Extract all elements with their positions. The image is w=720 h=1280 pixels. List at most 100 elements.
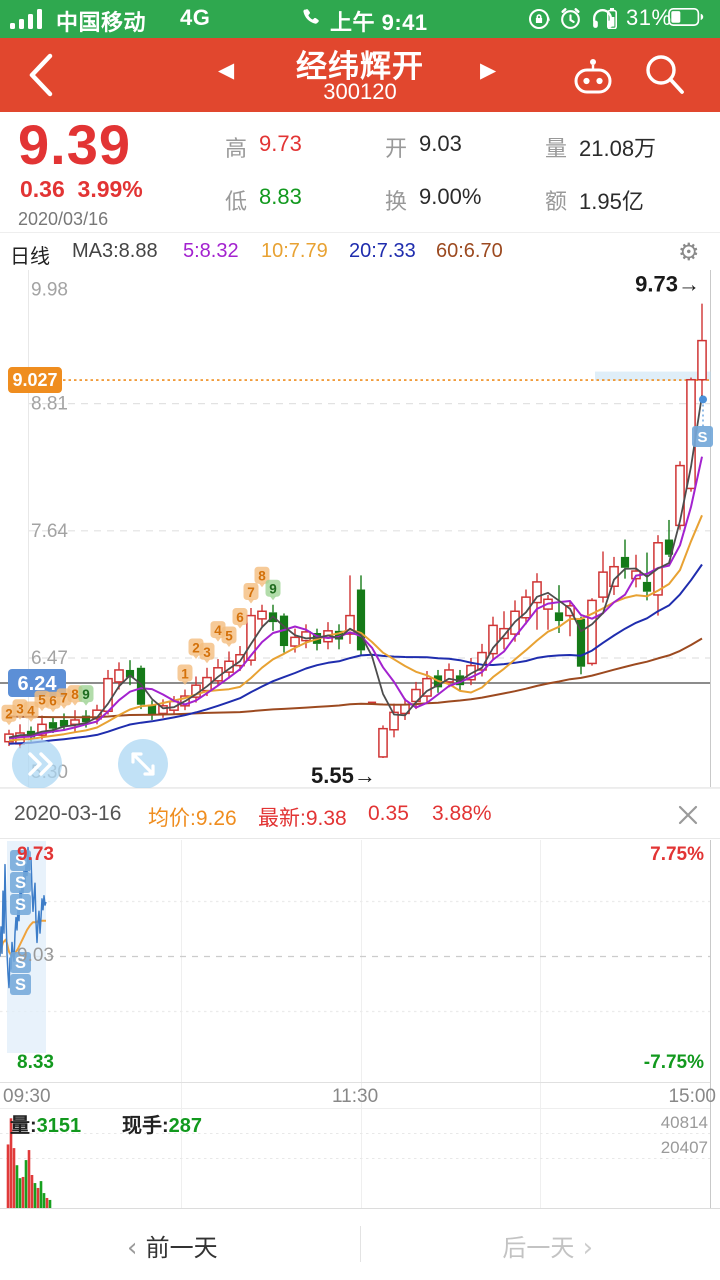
td-mark-label: 7 bbox=[247, 585, 255, 600]
gear-icon[interactable]: ⚙ bbox=[678, 238, 700, 266]
candle[interactable] bbox=[653, 535, 663, 616]
candle[interactable] bbox=[125, 660, 135, 686]
candle[interactable] bbox=[235, 646, 245, 672]
candle[interactable] bbox=[598, 551, 608, 603]
candle-body bbox=[257, 610, 267, 620]
candle-body bbox=[114, 669, 124, 683]
candle[interactable] bbox=[334, 624, 344, 650]
volume-value: 3151 bbox=[36, 1115, 82, 1137]
td-mark-tail bbox=[17, 715, 23, 720]
candle[interactable] bbox=[279, 613, 289, 653]
td-mark-tail bbox=[72, 701, 78, 706]
base-price-badge bbox=[8, 669, 66, 698]
battery-percent-label: 31% bbox=[626, 5, 672, 30]
volume-bar bbox=[6, 1144, 10, 1208]
volume-bar bbox=[21, 1176, 25, 1208]
intraday-date: 2020-03-16 bbox=[14, 802, 122, 825]
candle[interactable] bbox=[37, 715, 47, 740]
td-mark-badge bbox=[243, 582, 259, 600]
candle[interactable] bbox=[543, 594, 553, 630]
td-mark: 3 bbox=[199, 642, 215, 664]
candle[interactable] bbox=[609, 556, 619, 595]
ma5-line bbox=[8, 456, 703, 740]
candle[interactable] bbox=[664, 519, 674, 557]
volume-bar bbox=[39, 1181, 43, 1208]
prev-day-label: 前一天 bbox=[145, 1235, 218, 1262]
latest-price-value: 9.38 bbox=[305, 807, 347, 830]
candle[interactable] bbox=[378, 725, 388, 759]
candle-body bbox=[488, 624, 498, 655]
candle-body bbox=[389, 711, 399, 731]
td-mark-tail bbox=[50, 708, 56, 713]
prev-close-badge-label: 9.027 bbox=[12, 370, 57, 390]
candle[interactable] bbox=[587, 598, 597, 666]
expand-chart-button[interactable] bbox=[118, 739, 168, 788]
candle[interactable] bbox=[257, 604, 267, 627]
candle[interactable] bbox=[114, 662, 124, 690]
quote-date: 2020/03/16 bbox=[18, 209, 109, 229]
volume-bar bbox=[12, 1148, 16, 1208]
td-mark-label: 2 bbox=[192, 640, 200, 655]
y-tick-label: 9.98 bbox=[31, 279, 68, 300]
divider bbox=[360, 1226, 361, 1262]
prev-stock-triangle-icon[interactable]: ◀ bbox=[218, 59, 235, 82]
jump-to-latest-button[interactable] bbox=[12, 739, 62, 788]
candle-body bbox=[576, 618, 586, 667]
candle[interactable] bbox=[345, 575, 355, 644]
stat-value-amount: 1.95亿 bbox=[579, 189, 644, 214]
candle-body bbox=[642, 581, 652, 592]
candle[interactable] bbox=[147, 700, 157, 720]
back-chevron-icon[interactable] bbox=[26, 52, 54, 98]
candle[interactable] bbox=[697, 303, 707, 402]
close-icon[interactable] bbox=[676, 803, 700, 827]
stock-code: 300120 bbox=[323, 79, 397, 104]
intraday-low-pct-label: -7.75% bbox=[643, 1052, 704, 1073]
stat-value-turnover: 9.00% bbox=[419, 184, 482, 209]
sell-badge-box bbox=[10, 850, 31, 871]
candle[interactable] bbox=[499, 611, 509, 650]
phone-icon bbox=[303, 9, 319, 24]
sell-badge-label: S bbox=[15, 954, 26, 972]
candle[interactable] bbox=[213, 659, 223, 687]
period-tab-daily[interactable]: 日线 bbox=[10, 246, 50, 268]
next-stock-triangle-icon[interactable]: ▶ bbox=[480, 59, 497, 82]
td-mark: 7 bbox=[243, 582, 259, 604]
robot-icon[interactable] bbox=[567, 49, 619, 101]
next-day-label: 后一天 bbox=[502, 1235, 575, 1262]
sell-badge-label: S bbox=[15, 976, 26, 994]
candle-body bbox=[499, 627, 509, 640]
prev-day-button[interactable]: ‹ 前一天 bbox=[127, 1228, 218, 1263]
candle-body bbox=[378, 727, 388, 758]
intraday-high-label: 9.73 bbox=[17, 844, 54, 865]
td-mark-tail bbox=[259, 583, 265, 588]
td-mark-label: 3 bbox=[203, 645, 211, 660]
latest-price-label: 最新: bbox=[258, 807, 306, 830]
td-mark: 5 bbox=[221, 626, 237, 647]
td-mark-badge bbox=[177, 664, 193, 682]
candle[interactable] bbox=[422, 671, 432, 703]
td-mark-label: 3 bbox=[16, 701, 24, 716]
candle[interactable] bbox=[356, 575, 366, 655]
stat-label: 开 bbox=[385, 136, 408, 161]
candle[interactable] bbox=[268, 604, 278, 631]
kline-chart[interactable]: 9.988.817.646.475.309.0276.2423456789123… bbox=[0, 270, 720, 788]
next-day-button[interactable]: 后一天 › bbox=[502, 1228, 593, 1263]
search-icon[interactable] bbox=[642, 51, 686, 99]
td-mark-label: 5 bbox=[38, 693, 46, 708]
candle-body bbox=[59, 719, 69, 727]
td-mark-label: 9 bbox=[82, 687, 90, 702]
sell-badge: S bbox=[10, 850, 31, 871]
y-tick-label: 6.47 bbox=[31, 648, 68, 669]
td-mark-tail bbox=[39, 707, 45, 712]
td-mark: 6 bbox=[232, 608, 248, 629]
candle[interactable] bbox=[675, 461, 685, 530]
candle[interactable] bbox=[532, 573, 542, 630]
chevron-left-icon: ‹ bbox=[127, 1233, 146, 1263]
td-mark-tail bbox=[182, 681, 188, 686]
sell-badge: S bbox=[10, 952, 31, 973]
ma5-legend: 5:8.32 bbox=[183, 240, 239, 262]
volume-bar bbox=[18, 1178, 22, 1208]
candle-body bbox=[158, 705, 168, 715]
